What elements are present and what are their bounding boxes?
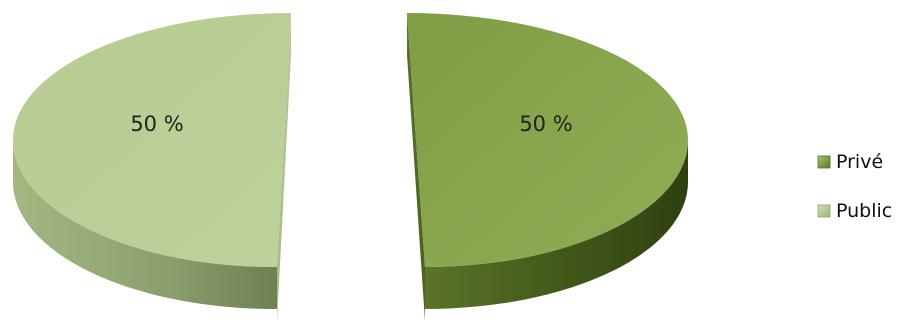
legend-swatch-public	[817, 204, 831, 218]
slice-prive	[407, 13, 688, 321]
slice-prive-cut-face	[407, 13, 425, 321]
slice-prive-side	[425, 140, 688, 309]
legend-label-prive: Privé	[836, 151, 883, 173]
legend: Privé Public	[817, 151, 892, 222]
slice-public-top	[13, 12, 291, 268]
legend-label-public: Public	[836, 200, 892, 222]
slice-prive-top	[407, 13, 688, 267]
slice-public-side	[13, 140, 277, 310]
legend-swatch-prive	[817, 155, 831, 169]
slice-public-cut-face	[277, 13, 291, 321]
legend-item-public: Public	[817, 200, 892, 222]
slice-public	[13, 12, 291, 321]
data-label-prive: 50 %	[519, 112, 572, 136]
legend-item-prive: Privé	[817, 151, 883, 173]
data-label-public: 50 %	[130, 112, 183, 136]
